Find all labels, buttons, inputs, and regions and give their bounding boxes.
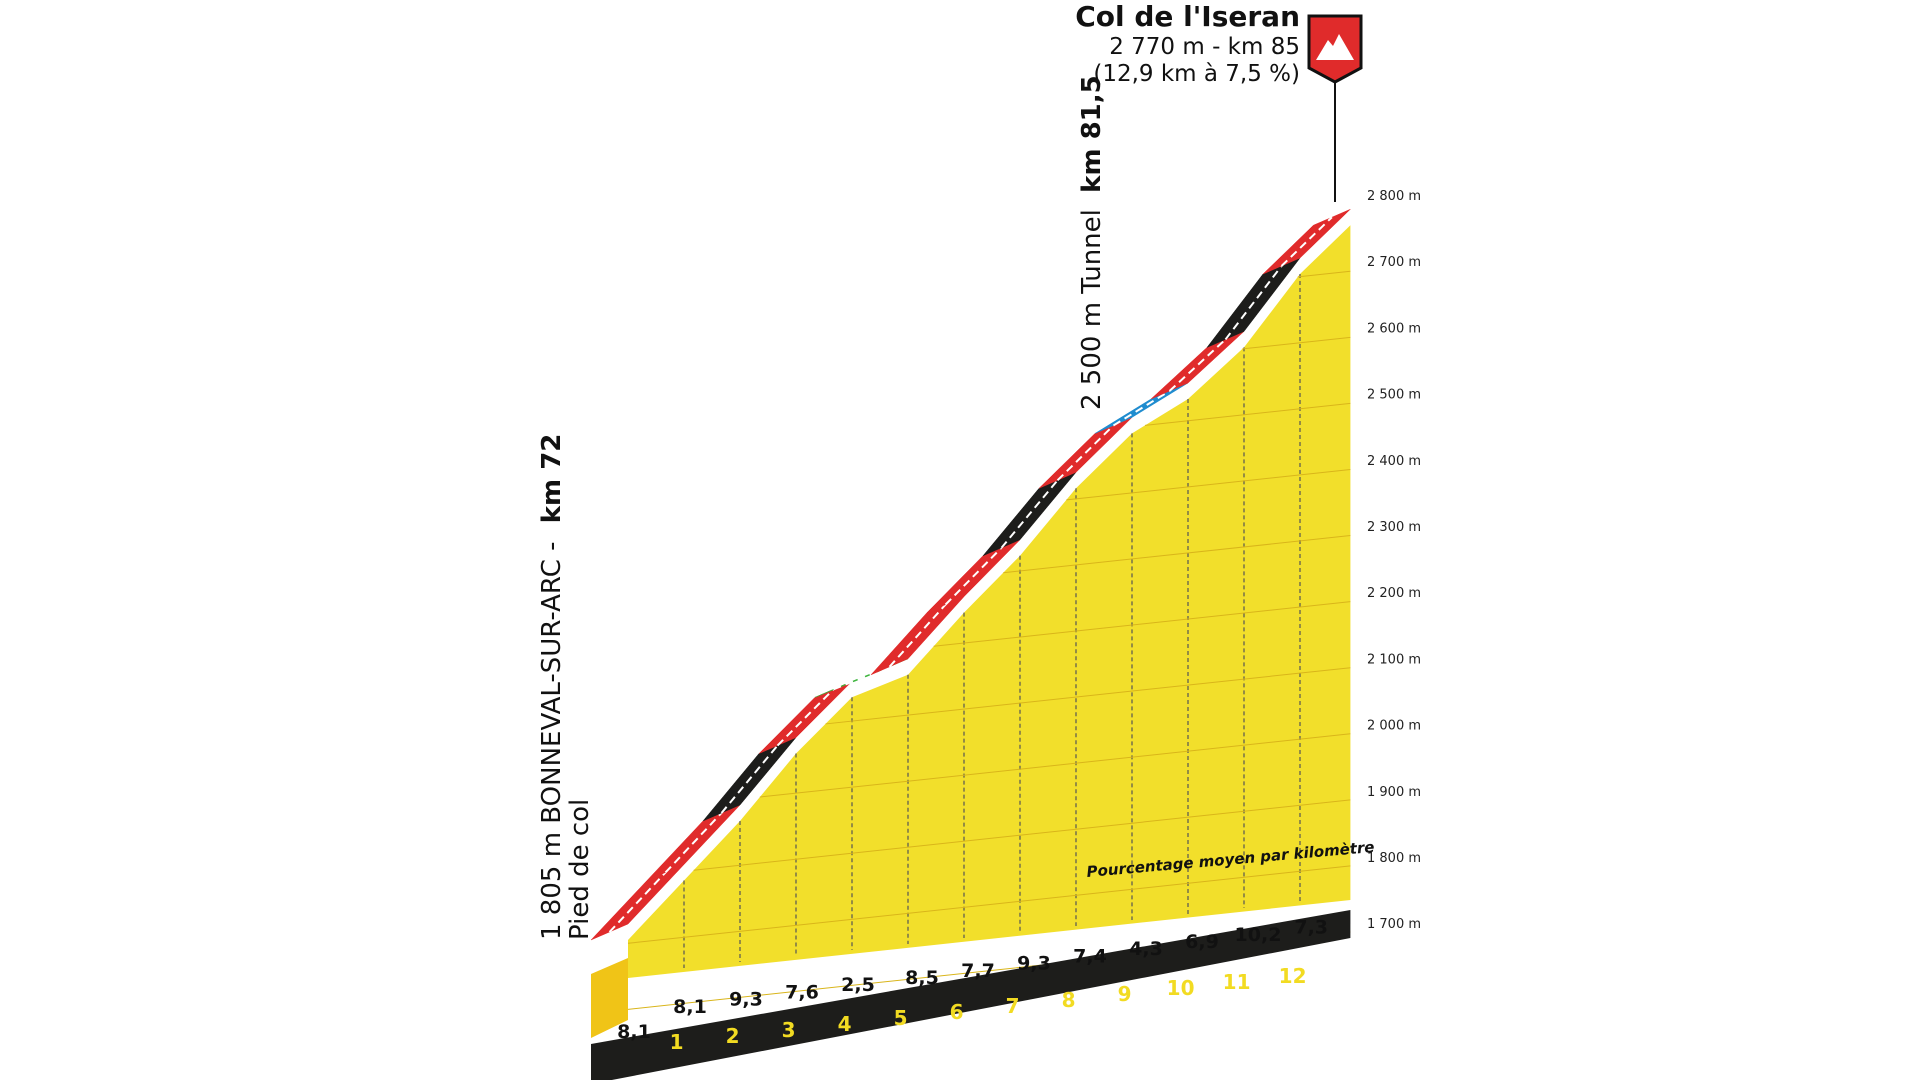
segment-gradient-label: 7,6 xyxy=(785,981,819,1003)
y-axis-tick-label: 1 900 m xyxy=(1367,785,1421,800)
segment-gradient-label: 2,5 xyxy=(841,974,875,996)
segment-gradient-label: 7,4 xyxy=(1073,945,1107,967)
percentage-labels-layer: 8,1 8,1 9,3 7,6 2,5 8,5 7,7 9,3 7,4 4,3 6,9 10,2 7,3 xyxy=(617,917,1328,1043)
km-marker-label: 4 xyxy=(838,1012,852,1036)
altitude-gridline xyxy=(1297,270,1351,278)
altitude-gridline xyxy=(1003,535,1351,574)
segment-gradient-label: 10,2 xyxy=(1235,924,1282,946)
km-marker-label: 3 xyxy=(782,1018,796,1042)
km-marker-label: 2 xyxy=(726,1024,740,1048)
road-centre-dash xyxy=(664,812,723,874)
tunnel-annotation: 2 500 m Tunnel km 81,5 xyxy=(1077,75,1107,410)
y-axis-tick-label: 1 700 m xyxy=(1367,917,1421,932)
km-marker-label: 7 xyxy=(1006,994,1020,1018)
tunnel-altitude: 2 500 m Tunnel xyxy=(1077,209,1107,410)
road-centre-dash xyxy=(944,547,1003,606)
y-axis-tick-label: 2 700 m xyxy=(1367,255,1421,270)
road-segment xyxy=(1262,208,1351,275)
road-centre-dash xyxy=(888,603,947,668)
altitude-gridline xyxy=(627,865,1351,944)
segment-gradient-label: 8,1 xyxy=(673,996,707,1018)
km-marker-label: 1 xyxy=(670,1030,684,1054)
base-band-layer: 1 2 3 4 5 6 7 8 9 10 11 12 xyxy=(591,910,1351,1080)
y-axis-tick-label: 2 600 m xyxy=(1367,321,1421,336)
km-marker-label: 10 xyxy=(1167,976,1195,1000)
y-axis-tick-label: 2 300 m xyxy=(1367,520,1421,535)
start-location: 1 805 m BONNEVAL-SUR-ARC - km 72 xyxy=(537,434,567,940)
summit-altitude-km: 2 770 m - km 85 xyxy=(1109,34,1300,60)
km-marker-label: 5 xyxy=(894,1006,908,1030)
km-marker-label: 9 xyxy=(1118,982,1132,1006)
start-location-altitude: 1 805 m BONNEVAL-SUR-ARC - xyxy=(537,542,567,941)
km-marker-label: 12 xyxy=(1279,964,1307,988)
profile-grid-layer xyxy=(627,270,1351,1010)
altitude-gridline xyxy=(1242,336,1351,350)
tunnel-km: km 81,5 xyxy=(1077,75,1107,193)
segment-gradient-label: 4,3 xyxy=(1129,938,1163,960)
y-axis-tick-label: 2 400 m xyxy=(1367,454,1421,469)
km-marker-label: 11 xyxy=(1223,970,1251,994)
summit-name: Col de l'Iseran xyxy=(1075,0,1300,33)
road-centre-dash xyxy=(1112,390,1171,427)
segment-gradient-label: 6,9 xyxy=(1185,931,1219,953)
y-axis-tick-label: 2 100 m xyxy=(1367,652,1421,667)
start-location-km: km 72 xyxy=(537,434,567,524)
y-axis-tick-label: 1 800 m xyxy=(1367,851,1421,866)
road-centre-dash xyxy=(776,688,835,747)
road-segments-layer xyxy=(590,208,1351,941)
altitude-gridline xyxy=(933,601,1351,647)
altitude-gridline xyxy=(759,733,1351,798)
road-centre-dash xyxy=(1000,479,1059,549)
y-axis-tick-label: 2 200 m xyxy=(1367,586,1421,601)
segment-gradient-label: 7,7 xyxy=(961,960,995,982)
profile-area xyxy=(628,225,1351,978)
profile-start-face xyxy=(591,958,628,1038)
road-centre-dash xyxy=(1224,265,1283,341)
road-centre-dash xyxy=(833,665,890,691)
y-axis-tick-label: 2 800 m xyxy=(1367,189,1421,204)
altitude-gridline xyxy=(825,667,1351,725)
y-axis-tick-label: 2 500 m xyxy=(1367,388,1421,403)
road-centre-dash xyxy=(1056,424,1115,482)
summit-length-gradient: (12,9 km à 7,5 %) xyxy=(1093,61,1300,87)
y-axis-tick-label: 2 000 m xyxy=(1367,719,1421,734)
road-centre-dash xyxy=(720,744,779,814)
road-centre-dash xyxy=(608,871,667,933)
base-band xyxy=(591,910,1351,1080)
segment-gradient-label: 7,3 xyxy=(1294,917,1328,939)
altitude-gridline xyxy=(693,799,1351,871)
segment-gradient-label: 9,3 xyxy=(729,989,763,1011)
road-centre-dash xyxy=(1280,216,1333,267)
segment-gradient-label: 9,3 xyxy=(1017,953,1051,975)
altitude-gridline xyxy=(1144,402,1351,426)
y-axis-layer: 2 800 m 2 700 m 2 600 m 2 500 m 2 400 m 2 300… xyxy=(1367,189,1421,932)
segment-gradient-label: 8,5 xyxy=(905,967,939,989)
km-marker-label: 6 xyxy=(950,1000,964,1024)
altitude-gridline xyxy=(1066,468,1351,501)
mountain-summit-flag-icon xyxy=(1307,14,1363,202)
km-marker-label: 8 xyxy=(1062,988,1076,1012)
profile-fill-layer xyxy=(591,225,1351,1038)
start-foot-of-climb: Pied de col xyxy=(565,799,595,940)
segment-gradient-label: 8,1 xyxy=(617,1021,651,1043)
